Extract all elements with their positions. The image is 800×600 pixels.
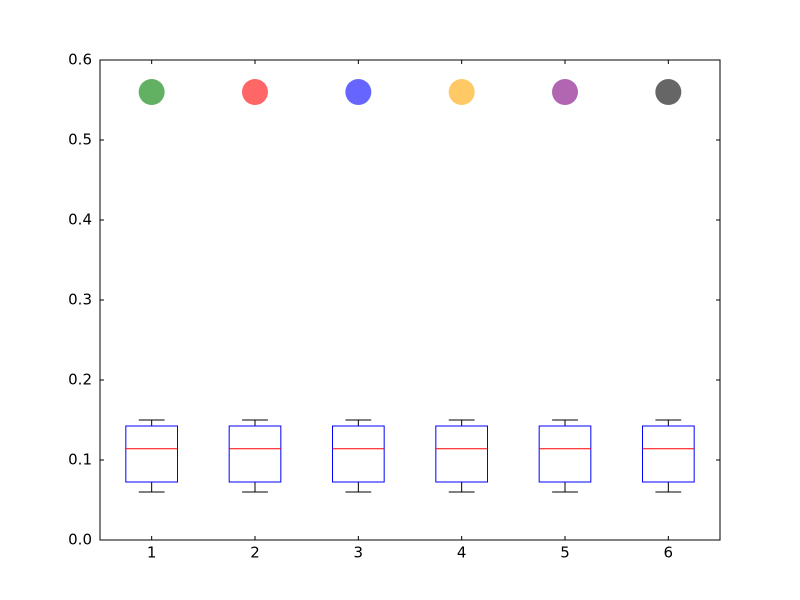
point <box>552 79 578 105</box>
box <box>435 425 489 483</box>
x-tick-label: 4 <box>457 544 467 562</box>
x-tick-label: 5 <box>560 544 570 562</box>
point <box>242 79 268 105</box>
plot-frame <box>99 59 721 541</box>
y-tick-label: 0.5 <box>68 131 92 149</box>
y-tick-label: 0.0 <box>68 531 92 549</box>
y-tick-label: 0.3 <box>68 291 92 309</box>
y-tick-label: 0.6 <box>68 51 92 69</box>
box <box>125 425 179 483</box>
box <box>538 425 592 483</box>
y-tick-label: 0.4 <box>68 211 92 229</box>
box <box>642 425 695 483</box>
x-tick-label: 6 <box>664 544 674 562</box>
point <box>655 79 682 105</box>
point <box>448 79 475 105</box>
x-tick-label: 3 <box>354 544 364 562</box>
x-tick-label: 1 <box>147 544 157 562</box>
y-tick-label: 0.2 <box>68 371 92 389</box>
y-tick-label: 0.1 <box>68 451 92 469</box>
box <box>228 425 282 483</box>
point <box>345 79 372 105</box>
box <box>332 425 385 483</box>
x-tick-label: 2 <box>250 544 260 562</box>
point <box>138 79 165 105</box>
